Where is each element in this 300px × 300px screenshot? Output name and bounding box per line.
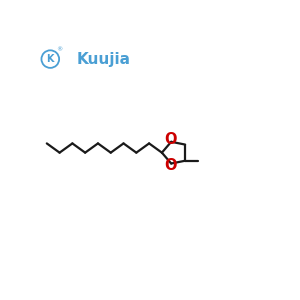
Text: O: O [165, 158, 177, 173]
Text: K: K [46, 54, 54, 64]
Text: ®: ® [56, 48, 63, 53]
Text: O: O [165, 132, 177, 147]
Text: Kuujia: Kuujia [77, 52, 131, 67]
